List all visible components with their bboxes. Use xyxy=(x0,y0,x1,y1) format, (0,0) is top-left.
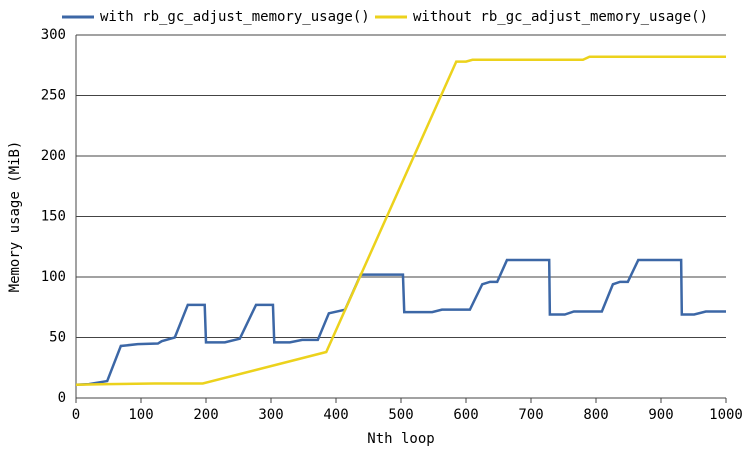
x-axis-label: Nth loop xyxy=(367,431,434,447)
x-tick-label: 200 xyxy=(193,407,218,423)
y-tick-label: 50 xyxy=(49,330,66,346)
y-axis-label: Memory usage (MiB) xyxy=(7,141,23,293)
x-tick-label: 700 xyxy=(518,407,543,423)
x-tick-label: 400 xyxy=(323,407,348,423)
y-tick-label: 250 xyxy=(41,88,66,104)
x-tick-label: 800 xyxy=(583,407,608,423)
x-tick-label: 1000 xyxy=(709,407,743,423)
x-tick-label: 600 xyxy=(453,407,478,423)
x-tick-label: 500 xyxy=(388,407,413,423)
y-tick-label: 100 xyxy=(41,269,66,285)
legend-label: with rb_gc_adjust_memory_usage() xyxy=(100,9,370,25)
line-series xyxy=(75,258,726,386)
x-tick-label: 900 xyxy=(648,407,673,423)
x-tick-label: 300 xyxy=(258,407,283,423)
x-tick-label: 0 xyxy=(72,407,80,423)
y-tick-label: 200 xyxy=(41,148,66,164)
legend-label: without rb_gc_adjust_memory_usage() xyxy=(413,9,708,25)
x-tick-label: 100 xyxy=(128,407,153,423)
y-tick-label: 150 xyxy=(41,209,66,225)
line-series xyxy=(75,55,726,386)
y-tick-label: 300 xyxy=(41,27,66,43)
y-tick-label: 0 xyxy=(58,390,66,406)
